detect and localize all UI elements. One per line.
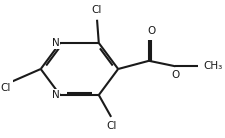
Text: O: O bbox=[171, 70, 180, 80]
Text: Cl: Cl bbox=[106, 121, 116, 131]
Text: Cl: Cl bbox=[92, 5, 102, 15]
Text: N: N bbox=[52, 38, 60, 48]
Text: Cl: Cl bbox=[0, 83, 11, 93]
Text: O: O bbox=[147, 26, 156, 36]
Text: CH₃: CH₃ bbox=[203, 61, 223, 71]
Text: N: N bbox=[52, 90, 60, 100]
